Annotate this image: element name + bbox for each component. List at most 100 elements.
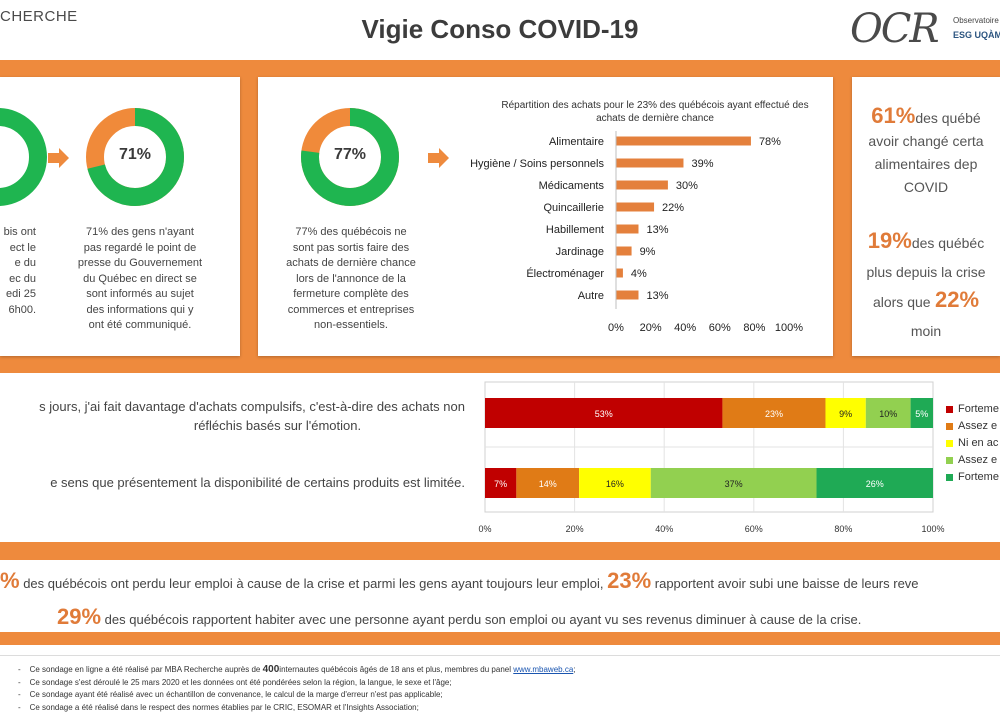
- left-partial-caption: bis ont ect le e du ec du edi 25 6h00.: [0, 225, 36, 318]
- category-label: Habillement: [546, 224, 604, 236]
- caption-line: sont informés au sujet: [86, 288, 194, 300]
- bar: [616, 224, 639, 234]
- question-line: s jours, j'ai fait davantage d'achats co…: [39, 399, 465, 414]
- caption-line: 71% des gens n'ayant: [86, 226, 194, 238]
- stacked-bar-segment: [516, 468, 580, 498]
- caption-line: presse du Gouvernement: [77, 257, 203, 269]
- stat-value: 19%: [867, 228, 912, 253]
- stat-value: 29%: [57, 604, 102, 629]
- bar-value-label: 13%: [646, 290, 668, 302]
- legend-label: Ni en ac: [958, 437, 999, 449]
- category-label: Médicaments: [539, 180, 605, 192]
- stacked-bar-segment: [579, 468, 651, 498]
- stacked-bar-segment: [825, 398, 866, 428]
- arrow-right-icon: [428, 148, 449, 168]
- question-product-availability: e sens que présentement la disponibilité…: [50, 475, 465, 490]
- stat-block-61: 61%des québé avoir changé certa alimenta…: [852, 104, 1000, 199]
- methodology-notes: - Ce sondage en ligne a été réalisé par …: [18, 664, 993, 714]
- donut-chart-77: [301, 108, 399, 206]
- employment-panel: [0, 560, 1000, 632]
- note-text: Ce sondage en ligne a été réalisé par MB…: [29, 665, 261, 674]
- stat-block-19: 19%des québéc plus depuis la crise alors…: [852, 227, 1000, 345]
- legend-label: Forteme: [958, 403, 999, 415]
- caption-line: ec du: [9, 272, 36, 285]
- legend-item: Ni en ac: [946, 437, 999, 454]
- card-last-chance-purchases: 77% 77% des québécois ne sont pas sortis…: [258, 77, 833, 356]
- panel-link[interactable]: www.mbaweb.ca: [513, 665, 574, 674]
- agreement-stacked-bar-chart: 0% 20% 40% 60% 80% 100% 53% 23% 9% 10% 5% 7% 14% 16% 3…: [478, 381, 945, 534]
- x-tick-label: 40%: [674, 322, 696, 334]
- caption-line: 77% des québécois ne: [295, 226, 407, 238]
- legend-label: Assez e: [958, 420, 998, 432]
- note-text: ;: [573, 665, 576, 674]
- note-text: Ce sondage ayant été réalisé avec un éch…: [29, 690, 443, 699]
- segment-label: 14%: [539, 479, 557, 489]
- bar: [616, 136, 751, 146]
- x-tick-label: 80%: [743, 322, 765, 334]
- stat-text: alors que: [872, 294, 931, 310]
- segment-label: 23%: [765, 409, 783, 419]
- caption-line: pas regardé le point de: [83, 241, 197, 254]
- donut-caption: 77% des québécois ne sont pas sortis fai…: [276, 225, 426, 334]
- note-text: internautes québécois âgés de 18 ans et …: [279, 665, 512, 674]
- caption-line: commerces et entreprises: [287, 303, 415, 316]
- question-line: réfléchis basés sur l'émotion.: [193, 418, 362, 433]
- stat-text: alimentaires dep: [874, 156, 978, 172]
- note-item: - Ce sondage en ligne a été réalisé par …: [18, 664, 576, 675]
- x-tick-label: 60%: [709, 322, 731, 334]
- caption-line: des informations qui y: [86, 303, 194, 316]
- stat-text: rapportent avoir subi une baisse de leur…: [654, 576, 919, 591]
- purchase-bar-chart: Alimentaire 78% Hygiène / Soins personnels…: [470, 131, 803, 334]
- segment-label: 5%: [915, 409, 928, 419]
- note-text: Ce sondage s'est déroulé le 25 mars 2020…: [29, 677, 452, 687]
- stacked-bar-segment: [485, 468, 517, 498]
- stat-text: avoir changé certa: [868, 133, 984, 149]
- legend-swatch-light-green: [946, 456, 953, 464]
- x-tick-label: 40%: [655, 524, 673, 534]
- x-tick-label: 0%: [608, 322, 624, 334]
- x-tick-label: 60%: [745, 524, 763, 534]
- bar-value-label: 78%: [759, 136, 781, 148]
- footer-divider: [0, 655, 1000, 656]
- segment-label: 53%: [595, 409, 613, 419]
- stat-text: COVID: [903, 179, 949, 195]
- caption-line: du Québec en direct se: [83, 272, 197, 285]
- legend-swatch-dark-red: [946, 405, 953, 413]
- bar: [616, 290, 639, 300]
- bar: [616, 246, 632, 256]
- caption-line: sont pas sortis faire des: [292, 241, 410, 254]
- note-item: - Ce sondage ayant été réalisé avec un é…: [18, 690, 443, 699]
- stacked-bar-segment: [650, 468, 817, 498]
- stat-text: des québé: [915, 110, 981, 126]
- legend-swatch-orange: [946, 422, 953, 430]
- bar: [616, 158, 684, 168]
- legend-item: Assez e: [946, 420, 999, 437]
- legend-swatch-yellow: [946, 439, 953, 447]
- stat-value: 23%: [607, 568, 652, 593]
- bar: [616, 268, 623, 278]
- segment-label: 7%: [494, 479, 507, 489]
- note-text: Ce sondage a été réalisé dans le respect…: [29, 702, 419, 712]
- bar-value-label: 9%: [640, 246, 656, 258]
- stat-value: 61%: [871, 103, 916, 128]
- stat-value: 22%: [935, 287, 980, 312]
- legend-swatch-green: [946, 473, 953, 481]
- donut-value-arc: [86, 108, 184, 206]
- stat-text: des québécois rapportent habiter avec un…: [104, 612, 862, 627]
- segment-label: 16%: [606, 479, 624, 489]
- stacked-bar-segment: [910, 398, 933, 428]
- stat-text: plus depuis la crise: [866, 264, 986, 280]
- stat-text: des québéc: [911, 235, 985, 251]
- segment-label: 26%: [866, 479, 884, 489]
- donut-value: 77%: [333, 146, 367, 163]
- segment-label: 9%: [839, 409, 852, 419]
- x-tick-label: 20%: [566, 524, 584, 534]
- header-brand-text: CHERCHE: [0, 8, 78, 25]
- note-sample-size: 400: [262, 664, 280, 675]
- category-label: Autre: [578, 290, 604, 302]
- stat-value: %: [0, 568, 20, 593]
- stat-text: moin: [910, 323, 942, 339]
- employment-stat-line-1: % des québécois ont perdu leur emploi à …: [0, 568, 1000, 594]
- segment-label: 10%: [879, 409, 897, 419]
- category-label: Alimentaire: [549, 136, 604, 148]
